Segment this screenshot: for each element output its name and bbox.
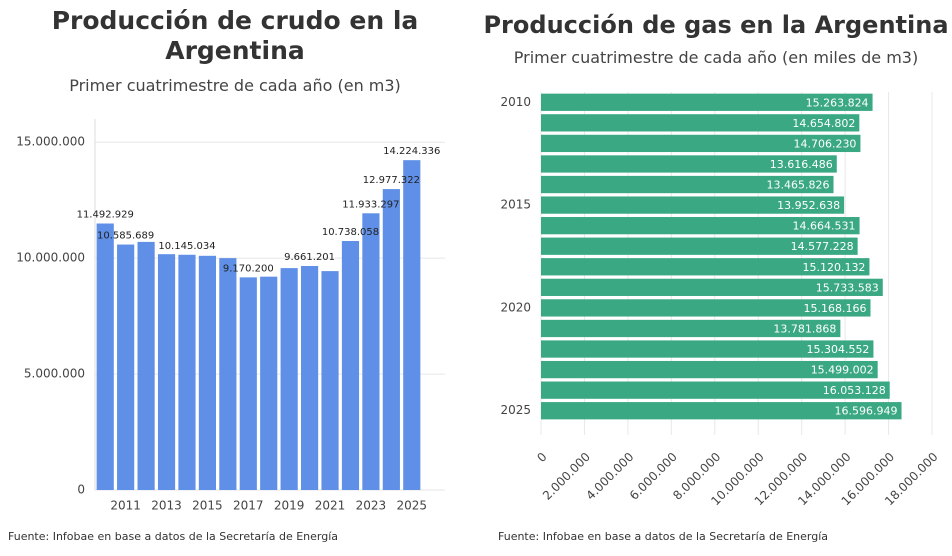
- y-tick-label: 2025: [500, 403, 531, 417]
- value-label: 10.738.058: [322, 227, 379, 238]
- x-tick-label: 2015: [192, 499, 223, 513]
- bar: [541, 402, 902, 420]
- value-label: 14.224.336: [383, 146, 440, 157]
- value-label: 14.577.228: [791, 240, 854, 253]
- y-tick-label: 0: [77, 483, 85, 497]
- value-label: 10.585.689: [97, 231, 154, 242]
- y-tick-label: 5.000.000: [24, 367, 85, 381]
- y-tick-label: 2015: [500, 198, 531, 212]
- value-label: 13.465.826: [767, 179, 830, 192]
- bar: [541, 134, 861, 153]
- bar: [541, 340, 874, 358]
- value-label: 14.664.531: [793, 220, 856, 233]
- bar: [280, 268, 298, 490]
- chart-subtitle: Primer cuatrimestre de cada año (en mile…: [513, 48, 919, 67]
- value-label: 13.616.486: [770, 158, 833, 171]
- value-label: 15.733.583: [816, 281, 879, 294]
- bar: [403, 160, 421, 490]
- value-label: 11.933.297: [342, 199, 399, 210]
- value-label: 11.492.929: [77, 210, 134, 221]
- x-tick-label: 0: [534, 450, 549, 465]
- x-tick-label: 2021: [315, 499, 346, 513]
- y-tick-label: 2010: [500, 95, 531, 109]
- y-tick-label: 10.000.000: [16, 251, 85, 265]
- bar: [541, 299, 871, 317]
- bar: [541, 360, 878, 379]
- bar: [382, 189, 400, 490]
- bar: [117, 244, 135, 490]
- bar: [219, 258, 237, 490]
- bar: [541, 319, 841, 338]
- value-label: 14.706.230: [793, 137, 856, 150]
- bar: [137, 241, 155, 490]
- bar: [321, 271, 339, 490]
- bar: [96, 223, 114, 491]
- value-label: 14.654.802: [792, 117, 855, 130]
- value-label: 13.781.868: [773, 322, 836, 335]
- value-label: 16.053.128: [823, 384, 886, 397]
- value-label: 15.304.552: [806, 343, 869, 356]
- x-tick-label: 2023: [356, 499, 387, 513]
- value-label: 15.263.824: [806, 96, 869, 109]
- value-label: 15.168.166: [804, 302, 867, 315]
- chart-subtitle: Primer cuatrimestre de cada año (en m3): [69, 76, 401, 95]
- bar: [260, 276, 278, 490]
- chart-title: Producción de gas en la Argentina: [483, 11, 949, 39]
- bar: [239, 277, 257, 490]
- bar: [198, 255, 216, 490]
- bar: [341, 241, 360, 490]
- x-tick-label: 2019: [274, 499, 305, 513]
- x-tick-label: 2011: [110, 499, 141, 513]
- value-label: 10.145.034: [158, 241, 215, 252]
- bar: [541, 258, 870, 276]
- bar: [541, 196, 845, 214]
- value-label: 9.661.201: [284, 252, 335, 263]
- x-tick-label: 2017: [233, 499, 264, 513]
- value-label: 15.499.002: [811, 364, 874, 377]
- bar: [541, 175, 834, 194]
- chart-title: Producción de crudo en la Argentina: [51, 6, 419, 65]
- bar: [541, 237, 858, 255]
- bar: [541, 93, 873, 111]
- bar: [157, 254, 176, 490]
- value-label: 16.596.949: [835, 405, 898, 418]
- source-note: Fuente: Infobae en base a datos de la Se…: [498, 530, 829, 543]
- x-tick-label: 2025: [397, 499, 428, 513]
- bar: [541, 114, 860, 132]
- bar: [178, 254, 196, 490]
- source-note: Fuente: Infobae en base a datos de la Se…: [8, 530, 339, 543]
- bar: [541, 381, 890, 399]
- bar: [541, 278, 883, 296]
- bar: [541, 155, 837, 173]
- y-tick-label: 2020: [500, 300, 531, 314]
- value-label: 15.120.132: [802, 261, 865, 274]
- value-label: 9.170.200: [223, 263, 274, 274]
- bar: [362, 213, 380, 490]
- value-label: 13.952.638: [777, 199, 840, 212]
- x-tick-label: 2013: [151, 499, 182, 513]
- bar: [301, 265, 319, 490]
- y-tick-label: 15.000.000: [16, 135, 85, 149]
- value-label: 12.977.322: [363, 175, 420, 186]
- bar: [541, 217, 860, 235]
